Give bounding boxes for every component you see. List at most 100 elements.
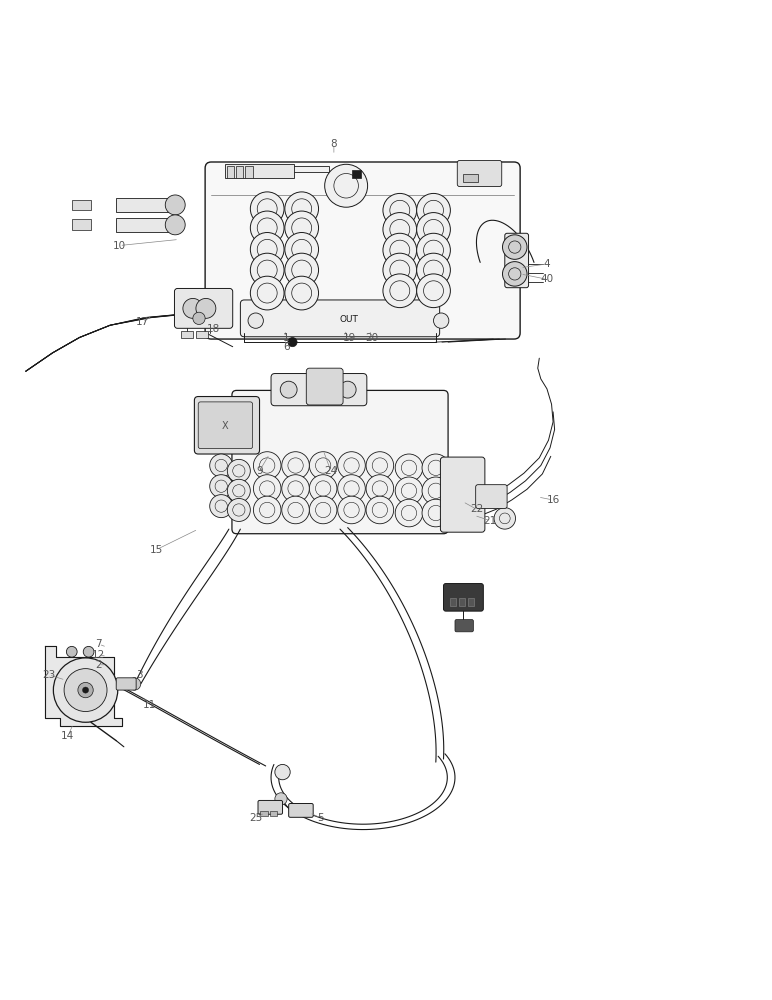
Circle shape: [395, 477, 423, 505]
Text: 15: 15: [150, 545, 163, 555]
Circle shape: [227, 459, 250, 482]
FancyBboxPatch shape: [306, 368, 343, 405]
Circle shape: [310, 452, 337, 479]
Text: 23: 23: [42, 670, 56, 680]
Circle shape: [282, 452, 310, 479]
Text: 25: 25: [249, 813, 262, 823]
Circle shape: [275, 793, 287, 805]
Circle shape: [285, 192, 319, 226]
Bar: [196, 331, 208, 338]
Bar: [72, 200, 91, 210]
Circle shape: [66, 646, 77, 657]
Text: OUT: OUT: [339, 315, 358, 324]
Bar: [352, 170, 361, 178]
Circle shape: [417, 274, 450, 308]
FancyBboxPatch shape: [443, 584, 483, 611]
Circle shape: [280, 381, 297, 398]
Text: 14: 14: [61, 731, 75, 741]
Circle shape: [282, 475, 310, 502]
Text: 7: 7: [95, 639, 102, 649]
Circle shape: [250, 276, 284, 310]
Bar: [117, 198, 179, 212]
Circle shape: [417, 193, 450, 227]
Text: 9: 9: [256, 466, 262, 476]
Circle shape: [250, 192, 284, 226]
Circle shape: [494, 508, 516, 529]
Circle shape: [383, 233, 417, 267]
Circle shape: [422, 477, 449, 505]
Circle shape: [366, 496, 394, 524]
Circle shape: [253, 475, 281, 502]
FancyBboxPatch shape: [289, 804, 313, 817]
Circle shape: [395, 454, 423, 482]
Bar: [117, 218, 179, 232]
Circle shape: [310, 475, 337, 502]
Text: X: X: [222, 421, 229, 431]
Circle shape: [325, 164, 367, 207]
FancyBboxPatch shape: [505, 233, 529, 288]
Circle shape: [383, 253, 417, 287]
Circle shape: [285, 233, 319, 266]
FancyBboxPatch shape: [174, 288, 232, 328]
FancyBboxPatch shape: [440, 457, 485, 532]
Circle shape: [275, 764, 290, 780]
Bar: [181, 331, 193, 338]
Circle shape: [285, 253, 319, 287]
Circle shape: [250, 211, 284, 245]
Bar: [260, 811, 268, 816]
FancyBboxPatch shape: [232, 390, 448, 534]
Circle shape: [196, 298, 216, 318]
Circle shape: [78, 682, 93, 698]
Circle shape: [288, 338, 297, 347]
Circle shape: [383, 213, 417, 246]
Circle shape: [210, 475, 232, 498]
Circle shape: [250, 233, 284, 266]
Circle shape: [282, 496, 310, 524]
Circle shape: [310, 496, 337, 524]
Circle shape: [227, 498, 250, 521]
Circle shape: [395, 499, 423, 527]
Text: 40: 40: [540, 274, 554, 284]
Circle shape: [128, 678, 141, 690]
Text: 16: 16: [547, 495, 560, 505]
Circle shape: [503, 235, 527, 259]
Circle shape: [227, 479, 250, 502]
Text: 4: 4: [543, 259, 550, 269]
Bar: [269, 811, 277, 816]
Text: 6: 6: [283, 342, 290, 352]
Circle shape: [417, 253, 450, 287]
Bar: [226, 166, 234, 178]
Circle shape: [503, 262, 527, 286]
Polygon shape: [45, 646, 121, 726]
Text: 8: 8: [330, 139, 337, 149]
Circle shape: [316, 377, 334, 396]
Circle shape: [193, 312, 205, 324]
Circle shape: [383, 274, 417, 308]
Circle shape: [210, 454, 232, 477]
Circle shape: [183, 298, 203, 318]
Circle shape: [53, 658, 118, 722]
Text: 17: 17: [136, 317, 149, 327]
Circle shape: [422, 499, 449, 527]
Bar: [232, 166, 329, 172]
Circle shape: [248, 313, 263, 328]
Text: 3: 3: [136, 670, 143, 680]
Circle shape: [250, 253, 284, 287]
Text: 21: 21: [483, 516, 497, 526]
FancyBboxPatch shape: [476, 485, 507, 508]
Circle shape: [417, 233, 450, 267]
Text: 5: 5: [317, 813, 324, 823]
Bar: [462, 174, 478, 182]
Circle shape: [337, 496, 365, 524]
Circle shape: [422, 454, 449, 482]
FancyBboxPatch shape: [117, 678, 136, 690]
Text: 12: 12: [92, 650, 105, 660]
Circle shape: [417, 213, 450, 246]
Circle shape: [210, 495, 232, 518]
Circle shape: [366, 452, 394, 479]
Text: 20: 20: [366, 333, 379, 343]
Bar: [225, 164, 294, 178]
Circle shape: [366, 475, 394, 502]
FancyBboxPatch shape: [271, 374, 367, 406]
Circle shape: [253, 496, 281, 524]
